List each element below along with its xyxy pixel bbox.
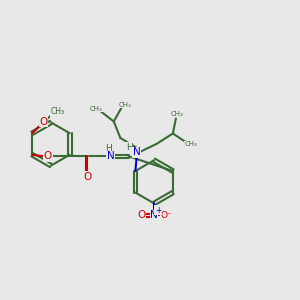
Text: O: O [83,172,91,182]
Text: CH₃: CH₃ [184,141,197,147]
Text: CH₃: CH₃ [171,111,184,117]
Text: N: N [150,210,158,220]
Text: CH₃: CH₃ [119,102,132,108]
Text: O⁻: O⁻ [161,211,172,220]
Text: O: O [137,210,146,220]
Text: O: O [44,151,52,161]
Text: CH₃: CH₃ [50,107,64,116]
Text: H: H [105,144,112,153]
Text: N: N [107,151,115,161]
Text: CH₃: CH₃ [90,106,103,112]
Text: O: O [40,117,48,127]
Text: +: + [155,206,161,215]
Text: H: H [126,143,133,152]
Text: N: N [133,147,141,157]
